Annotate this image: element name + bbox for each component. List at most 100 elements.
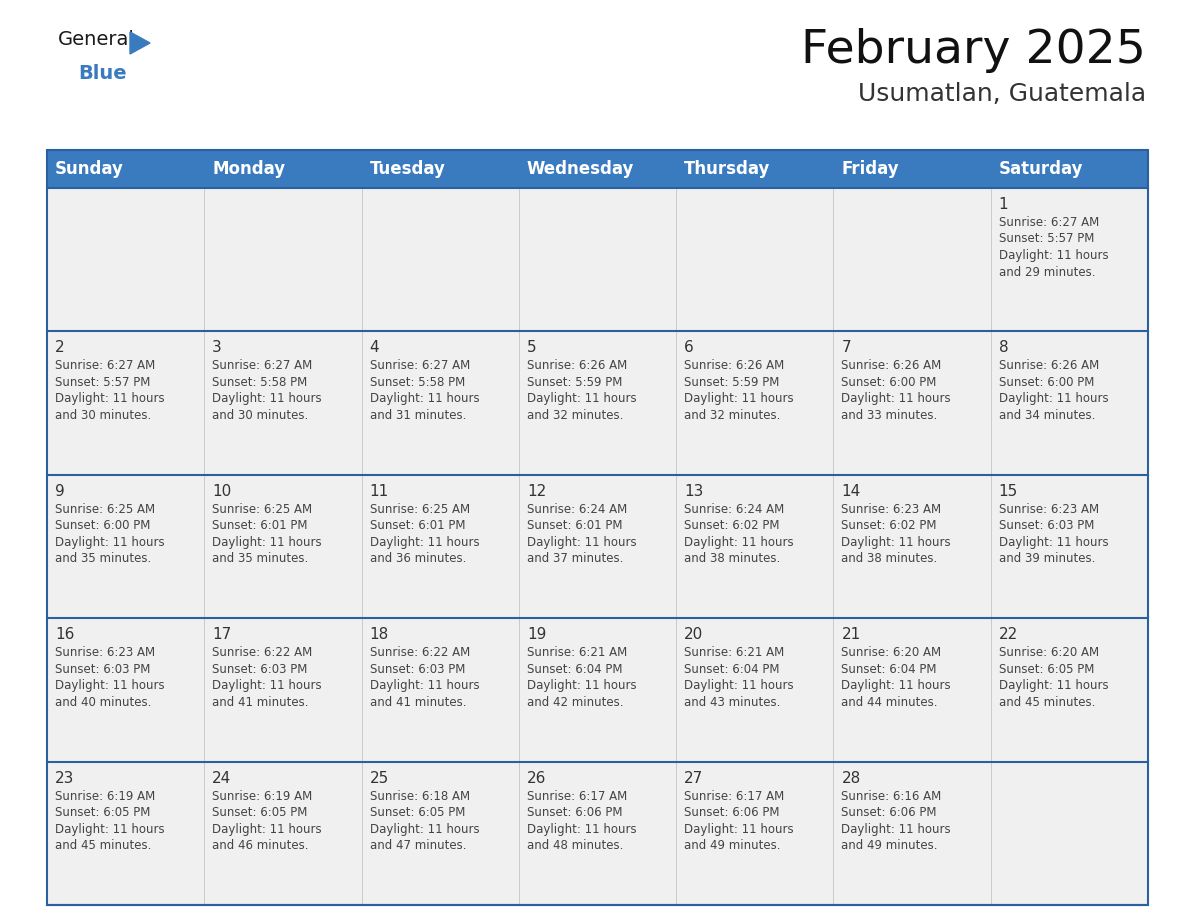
Text: 17: 17: [213, 627, 232, 643]
Text: and 48 minutes.: and 48 minutes.: [526, 839, 624, 852]
Bar: [834, 331, 991, 475]
Text: Sunrise: 6:25 AM: Sunrise: 6:25 AM: [213, 503, 312, 516]
Text: 16: 16: [55, 627, 75, 643]
Text: and 40 minutes.: and 40 minutes.: [55, 696, 151, 709]
Text: Sunset: 6:06 PM: Sunset: 6:06 PM: [684, 806, 779, 819]
Text: Daylight: 11 hours: Daylight: 11 hours: [999, 392, 1108, 406]
Text: and 38 minutes.: and 38 minutes.: [841, 553, 937, 565]
Text: and 46 minutes.: and 46 minutes.: [213, 839, 309, 852]
Text: Sunset: 6:03 PM: Sunset: 6:03 PM: [213, 663, 308, 676]
Text: Tuesday: Tuesday: [369, 160, 446, 178]
Text: Daylight: 11 hours: Daylight: 11 hours: [369, 823, 479, 835]
Text: Daylight: 11 hours: Daylight: 11 hours: [684, 679, 794, 692]
Text: and 41 minutes.: and 41 minutes.: [369, 696, 466, 709]
Text: Sunrise: 6:21 AM: Sunrise: 6:21 AM: [526, 646, 627, 659]
Text: and 42 minutes.: and 42 minutes.: [526, 696, 624, 709]
Text: Daylight: 11 hours: Daylight: 11 hours: [526, 536, 637, 549]
Text: 14: 14: [841, 484, 860, 498]
Text: Sunrise: 6:24 AM: Sunrise: 6:24 AM: [684, 503, 784, 516]
Bar: [991, 475, 1148, 618]
Text: Daylight: 11 hours: Daylight: 11 hours: [55, 392, 165, 406]
Text: 4: 4: [369, 341, 379, 355]
Polygon shape: [129, 32, 150, 54]
Bar: [519, 475, 676, 618]
Text: 25: 25: [369, 770, 388, 786]
Bar: [676, 618, 834, 762]
Text: Sunset: 6:04 PM: Sunset: 6:04 PM: [684, 663, 779, 676]
Text: Sunset: 6:00 PM: Sunset: 6:00 PM: [55, 520, 151, 532]
Bar: [361, 762, 519, 905]
Text: 1: 1: [999, 197, 1009, 212]
Text: Daylight: 11 hours: Daylight: 11 hours: [55, 823, 165, 835]
Text: Sunset: 5:59 PM: Sunset: 5:59 PM: [526, 375, 623, 389]
Text: Thursday: Thursday: [684, 160, 771, 178]
Text: Daylight: 11 hours: Daylight: 11 hours: [526, 392, 637, 406]
Bar: [48, 331, 204, 475]
Text: Sunrise: 6:23 AM: Sunrise: 6:23 AM: [55, 646, 156, 659]
Text: Sunrise: 6:19 AM: Sunrise: 6:19 AM: [55, 789, 156, 802]
Text: and 35 minutes.: and 35 minutes.: [55, 553, 151, 565]
Text: February 2025: February 2025: [801, 28, 1146, 73]
Bar: [834, 618, 991, 762]
Text: Sunset: 5:57 PM: Sunset: 5:57 PM: [999, 232, 1094, 245]
Text: and 36 minutes.: and 36 minutes.: [369, 553, 466, 565]
Text: Sunrise: 6:27 AM: Sunrise: 6:27 AM: [999, 216, 1099, 229]
Text: and 32 minutes.: and 32 minutes.: [684, 409, 781, 422]
Text: Daylight: 11 hours: Daylight: 11 hours: [369, 392, 479, 406]
Text: Daylight: 11 hours: Daylight: 11 hours: [369, 536, 479, 549]
Text: and 39 minutes.: and 39 minutes.: [999, 553, 1095, 565]
Text: Daylight: 11 hours: Daylight: 11 hours: [213, 823, 322, 835]
Text: Wednesday: Wednesday: [526, 160, 634, 178]
Text: and 45 minutes.: and 45 minutes.: [55, 839, 151, 852]
Text: Sunset: 6:04 PM: Sunset: 6:04 PM: [526, 663, 623, 676]
Text: Sunset: 6:01 PM: Sunset: 6:01 PM: [526, 520, 623, 532]
Text: Sunset: 6:03 PM: Sunset: 6:03 PM: [55, 663, 151, 676]
Bar: [991, 188, 1148, 331]
Text: 9: 9: [55, 484, 65, 498]
Bar: [991, 331, 1148, 475]
Text: Sunset: 6:05 PM: Sunset: 6:05 PM: [55, 806, 151, 819]
Text: Sunset: 5:58 PM: Sunset: 5:58 PM: [213, 375, 308, 389]
Text: 7: 7: [841, 341, 851, 355]
Text: Sunrise: 6:23 AM: Sunrise: 6:23 AM: [841, 503, 942, 516]
Text: Daylight: 11 hours: Daylight: 11 hours: [213, 536, 322, 549]
Text: Sunset: 6:05 PM: Sunset: 6:05 PM: [213, 806, 308, 819]
Text: General: General: [58, 30, 135, 49]
Bar: [519, 188, 676, 331]
Text: Sunrise: 6:17 AM: Sunrise: 6:17 AM: [526, 789, 627, 802]
Text: and 49 minutes.: and 49 minutes.: [841, 839, 939, 852]
Bar: [204, 331, 361, 475]
Text: 5: 5: [526, 341, 537, 355]
Text: Sunday: Sunday: [55, 160, 124, 178]
Text: Sunrise: 6:21 AM: Sunrise: 6:21 AM: [684, 646, 784, 659]
Text: 3: 3: [213, 341, 222, 355]
Text: and 44 minutes.: and 44 minutes.: [841, 696, 939, 709]
Text: and 38 minutes.: and 38 minutes.: [684, 553, 781, 565]
Text: 15: 15: [999, 484, 1018, 498]
Text: Daylight: 11 hours: Daylight: 11 hours: [841, 679, 952, 692]
Text: 27: 27: [684, 770, 703, 786]
Text: Sunrise: 6:26 AM: Sunrise: 6:26 AM: [684, 360, 784, 373]
Text: Sunset: 5:57 PM: Sunset: 5:57 PM: [55, 375, 151, 389]
Text: Blue: Blue: [78, 64, 127, 83]
Bar: [361, 618, 519, 762]
Text: Daylight: 11 hours: Daylight: 11 hours: [999, 679, 1108, 692]
Text: 2: 2: [55, 341, 64, 355]
Bar: [204, 475, 361, 618]
Text: Daylight: 11 hours: Daylight: 11 hours: [369, 679, 479, 692]
Text: 8: 8: [999, 341, 1009, 355]
Bar: [676, 331, 834, 475]
Bar: [361, 188, 519, 331]
Bar: [48, 150, 1148, 188]
Text: 24: 24: [213, 770, 232, 786]
Text: Daylight: 11 hours: Daylight: 11 hours: [526, 823, 637, 835]
Text: Sunrise: 6:18 AM: Sunrise: 6:18 AM: [369, 789, 469, 802]
Text: Sunset: 6:03 PM: Sunset: 6:03 PM: [369, 663, 465, 676]
Bar: [676, 188, 834, 331]
Text: and 32 minutes.: and 32 minutes.: [526, 409, 624, 422]
Text: Sunset: 6:06 PM: Sunset: 6:06 PM: [841, 806, 937, 819]
Text: 22: 22: [999, 627, 1018, 643]
Text: Sunset: 6:06 PM: Sunset: 6:06 PM: [526, 806, 623, 819]
Text: and 47 minutes.: and 47 minutes.: [369, 839, 466, 852]
Text: Sunrise: 6:20 AM: Sunrise: 6:20 AM: [841, 646, 942, 659]
